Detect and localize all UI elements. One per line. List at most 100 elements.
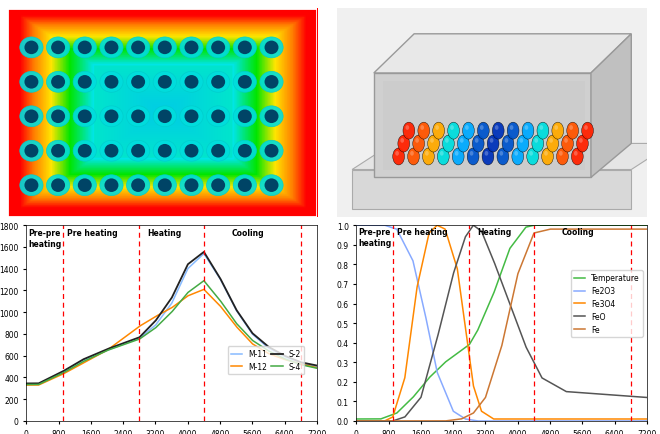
Ellipse shape	[24, 145, 38, 158]
Ellipse shape	[559, 151, 563, 156]
Fe2O3	[352, 223, 360, 228]
Ellipse shape	[73, 107, 96, 128]
Ellipse shape	[420, 126, 424, 131]
M-12	[307, 364, 315, 369]
FeO	[477, 228, 484, 233]
Legend: M-11, M-12, S-2, S-4: M-11, M-12, S-2, S-4	[228, 346, 304, 374]
M-12	[147, 317, 154, 322]
Ellipse shape	[395, 151, 399, 156]
Ellipse shape	[211, 145, 225, 158]
Ellipse shape	[467, 148, 479, 165]
Ellipse shape	[564, 139, 568, 143]
Ellipse shape	[158, 76, 172, 89]
Ellipse shape	[158, 110, 172, 124]
Ellipse shape	[260, 141, 283, 162]
Ellipse shape	[24, 42, 38, 55]
Ellipse shape	[579, 139, 583, 143]
Text: Heating: Heating	[147, 229, 182, 238]
Ellipse shape	[185, 76, 199, 89]
FeO	[403, 412, 411, 418]
S-4	[55, 372, 63, 377]
Ellipse shape	[552, 123, 564, 140]
Ellipse shape	[532, 136, 544, 153]
Fe	[546, 227, 554, 232]
Ellipse shape	[517, 136, 529, 153]
Line: Fe2O3: Fe2O3	[356, 226, 647, 421]
S-4	[313, 366, 321, 371]
Ellipse shape	[465, 126, 469, 131]
Ellipse shape	[495, 126, 498, 131]
Ellipse shape	[24, 179, 38, 193]
Ellipse shape	[497, 148, 509, 165]
Ellipse shape	[422, 148, 434, 165]
Ellipse shape	[260, 38, 283, 59]
Ellipse shape	[233, 72, 257, 93]
Ellipse shape	[78, 145, 92, 158]
Ellipse shape	[238, 110, 252, 124]
Ellipse shape	[180, 72, 203, 93]
Ellipse shape	[78, 179, 92, 193]
Ellipse shape	[104, 76, 118, 89]
Fe2O3	[606, 418, 614, 424]
Ellipse shape	[51, 76, 65, 89]
M-11	[147, 327, 154, 332]
Ellipse shape	[480, 126, 484, 131]
Ellipse shape	[443, 136, 454, 153]
Ellipse shape	[477, 123, 489, 140]
M-11	[134, 336, 142, 342]
Temperature	[637, 223, 645, 228]
Fe2O3	[385, 225, 393, 230]
Ellipse shape	[440, 151, 444, 156]
Ellipse shape	[20, 72, 43, 93]
Ellipse shape	[180, 141, 203, 162]
Polygon shape	[352, 144, 660, 170]
Fe	[352, 418, 360, 424]
FeO	[385, 418, 393, 424]
Temperature	[464, 343, 472, 349]
Ellipse shape	[260, 72, 283, 93]
Ellipse shape	[100, 175, 123, 196]
Temperature	[643, 223, 651, 228]
Ellipse shape	[393, 148, 405, 165]
Ellipse shape	[514, 151, 518, 156]
M-11	[200, 251, 208, 256]
Ellipse shape	[554, 126, 558, 131]
Ellipse shape	[233, 175, 257, 196]
S-4	[147, 329, 154, 334]
Ellipse shape	[405, 126, 409, 131]
Ellipse shape	[544, 151, 548, 156]
Ellipse shape	[463, 123, 475, 140]
Ellipse shape	[127, 175, 150, 196]
Fe3O4	[477, 405, 484, 411]
Ellipse shape	[577, 136, 588, 153]
S-4	[22, 382, 30, 387]
Ellipse shape	[153, 141, 176, 162]
Polygon shape	[591, 35, 631, 178]
Legend: Temperature, Fe2O3, Fe3O4, FeO, Fe: Temperature, Fe2O3, Fe3O4, FeO, Fe	[571, 271, 643, 337]
Ellipse shape	[233, 38, 257, 59]
Ellipse shape	[78, 42, 92, 55]
Ellipse shape	[20, 38, 43, 59]
Ellipse shape	[211, 179, 225, 193]
Ellipse shape	[410, 151, 414, 156]
Ellipse shape	[104, 110, 118, 124]
Ellipse shape	[428, 136, 440, 153]
Ellipse shape	[73, 175, 96, 196]
S-2	[55, 371, 63, 376]
Ellipse shape	[207, 175, 230, 196]
Ellipse shape	[153, 107, 176, 128]
Fe2O3	[643, 418, 651, 424]
Line: Temperature: Temperature	[356, 226, 647, 419]
Ellipse shape	[500, 151, 503, 156]
Ellipse shape	[207, 107, 230, 128]
Ellipse shape	[104, 145, 118, 158]
Text: Cooling: Cooling	[562, 228, 595, 237]
FeO	[469, 223, 477, 228]
Ellipse shape	[539, 126, 543, 131]
Ellipse shape	[211, 42, 225, 55]
Ellipse shape	[51, 110, 65, 124]
Temperature	[352, 417, 360, 422]
Ellipse shape	[569, 126, 573, 131]
Ellipse shape	[482, 148, 494, 165]
Ellipse shape	[408, 148, 419, 165]
